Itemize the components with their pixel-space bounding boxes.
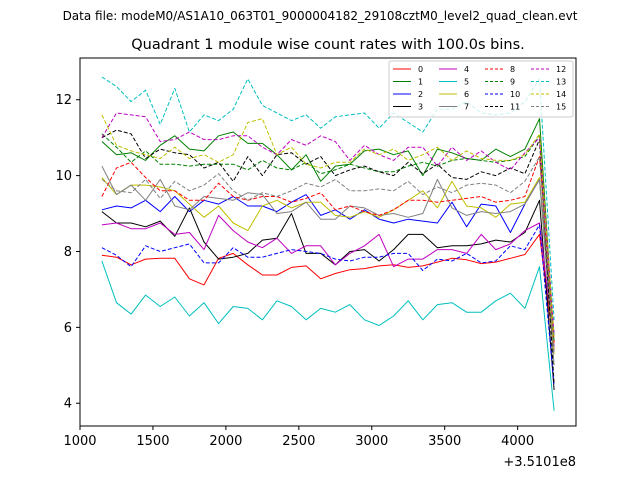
x-axis-offset-label: +3.5101e8: [503, 455, 576, 470]
legend-label-15: 15: [556, 103, 566, 112]
legend-label-3: 3: [418, 103, 423, 112]
x-tick-label: 3000: [355, 434, 388, 449]
legend-box: [388, 60, 574, 118]
series-line-3: [101, 199, 555, 391]
x-tick-label: 2500: [282, 434, 315, 449]
legend-label-13: 13: [556, 78, 566, 87]
axes-frame: [79, 57, 577, 427]
figure-suptitle: Data file: modeM0/AS1A10_063T01_90000041…: [63, 9, 578, 23]
x-tick-label: 1000: [63, 434, 96, 449]
legend-label-8: 8: [510, 65, 515, 74]
chart-title: Quadrant 1 module wise count rates with …: [131, 37, 525, 53]
x-tick-label: 1500: [136, 434, 169, 449]
legend-label-6: 6: [464, 90, 469, 99]
legend-label-0: 0: [418, 65, 423, 74]
series-line-6: [101, 177, 555, 354]
series-line-11: [101, 129, 555, 385]
legend-label-14: 14: [556, 90, 566, 99]
legend-label-10: 10: [510, 90, 520, 99]
series-line-0: [101, 233, 555, 351]
y-tick-label: 10: [55, 169, 72, 184]
series-line-5: [101, 260, 555, 411]
legend-label-7: 7: [464, 103, 469, 112]
series-line-7: [101, 165, 555, 366]
series-line-4: [101, 214, 555, 347]
legend-label-4: 4: [464, 65, 469, 74]
y-tick-label: 4: [64, 397, 72, 412]
y-tick-label: 6: [64, 321, 72, 336]
series-line-9: [101, 133, 555, 341]
legend-label-5: 5: [464, 78, 469, 87]
series-line-14: [101, 114, 555, 339]
x-tick-label: 2000: [209, 434, 242, 449]
x-axis: 1000 1500 2000 2500 3000 3500 4000: [63, 426, 534, 449]
y-tick-label: 12: [55, 93, 72, 108]
x-tick-label: 4000: [501, 434, 534, 449]
series-layer: [101, 76, 555, 411]
x-tick-label: 3500: [428, 434, 461, 449]
series-line-15: [101, 156, 555, 353]
legend-label-2: 2: [418, 90, 423, 99]
y-axis: 4 6 8 10 12: [55, 93, 80, 412]
legend-label-11: 11: [510, 103, 520, 112]
series-line-10: [101, 224, 555, 387]
series-line-8: [101, 156, 555, 343]
y-tick-label: 8: [64, 245, 72, 260]
legend-label-1: 1: [418, 78, 423, 87]
legend-label-9: 9: [510, 78, 515, 87]
series-line-12: [101, 112, 555, 335]
legend-label-12: 12: [556, 65, 566, 74]
